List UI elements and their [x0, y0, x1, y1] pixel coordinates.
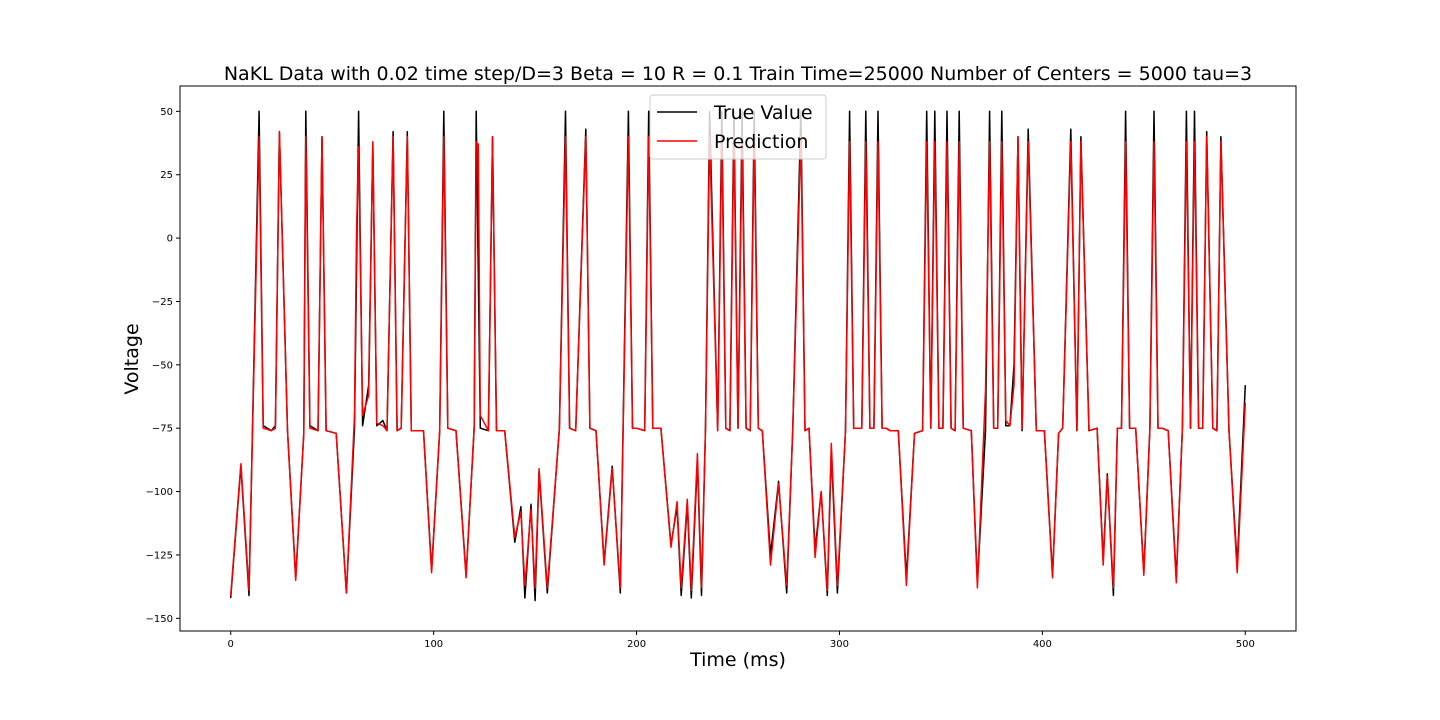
- y-tick-label: −75: [152, 424, 173, 435]
- series-line-prediction: [229, 130, 1247, 596]
- plot-area-frame: [179, 85, 1297, 632]
- legend: True Value Prediction: [649, 94, 827, 160]
- y-tick-label: −25: [152, 297, 173, 308]
- y-tick-label: 50: [160, 107, 173, 118]
- chart-title: NaKL Data with 0.02 time step/D=3 Beta =…: [224, 63, 1252, 85]
- x-tick-label: 100: [424, 639, 443, 650]
- y-tick-label: 0: [167, 234, 173, 245]
- series-layer: [229, 110, 1247, 602]
- x-tick-label: 0: [228, 639, 234, 650]
- x-tick-label: 200: [627, 639, 646, 650]
- y-axis-label: Voltage: [121, 323, 143, 394]
- y-tick-label: −150: [146, 614, 173, 625]
- x-axis: 0 100 200 300 400 500: [228, 631, 1255, 650]
- x-tick-label: 300: [830, 639, 849, 650]
- y-tick-label: −100: [146, 487, 173, 498]
- y-tick-label: −125: [146, 550, 173, 561]
- x-axis-label: Time (ms): [689, 649, 786, 671]
- y-tick-label: 25: [160, 170, 173, 181]
- legend-box: [649, 94, 827, 160]
- x-tick-label: 400: [1033, 639, 1052, 650]
- x-tick-label: 500: [1236, 639, 1255, 650]
- legend-label: Prediction: [714, 131, 808, 153]
- y-axis: 50 25 0 −25 −50 −75 −100 −125 −150: [146, 107, 180, 625]
- legend-label: True Value: [713, 102, 813, 124]
- y-tick-label: −50: [152, 360, 173, 371]
